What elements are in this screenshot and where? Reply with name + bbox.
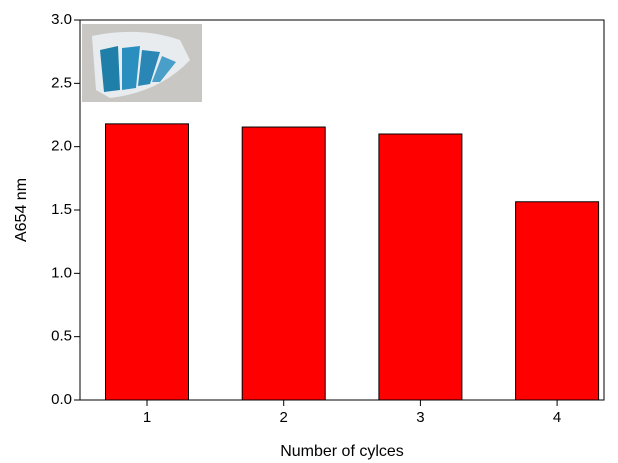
y-axis-title: A654 nm [13,178,30,242]
y-tick-label: 1.0 [51,264,72,281]
x-axis-title: Number of cylces [280,443,404,460]
x-tick-label: 4 [553,409,561,426]
bar [105,123,189,401]
bar [241,126,326,401]
x-tick-label: 2 [280,409,288,426]
bar [515,201,600,401]
y-tick-label: 1.5 [51,201,72,218]
y-tick-label: 2.0 [51,138,72,155]
y-tick-label: 3.0 [51,11,72,28]
x-tick-label: 3 [416,409,424,426]
bar [378,133,463,401]
y-tick-label: 0.5 [51,328,72,345]
inset-photo [82,24,202,102]
y-tick-label: 2.5 [51,74,72,91]
x-tick-label: 1 [143,409,151,426]
y-tick-label: 0.0 [51,391,72,408]
